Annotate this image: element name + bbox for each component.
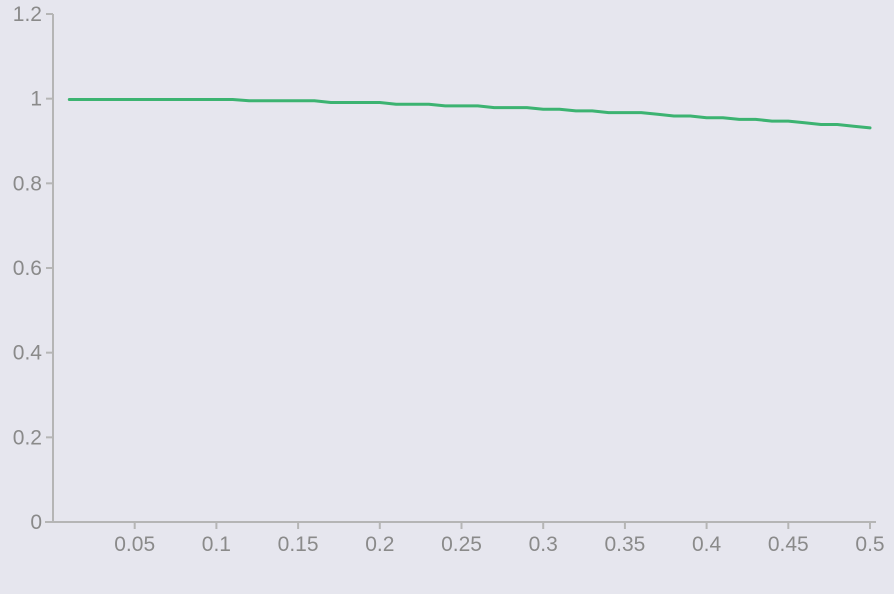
x-tick-label: 0.05 [114, 533, 155, 556]
x-tick-label: 0.2 [365, 533, 394, 556]
x-tick-label: 0.15 [278, 533, 319, 556]
x-tick-label: 0.25 [441, 533, 482, 556]
y-tick-label: 0 [30, 511, 42, 534]
tick-labels: 0 0.2 0.4 0.6 0.8 1 1.2 0.05 0.1 0.15 0.2 0.25 0.3 0.… [13, 3, 885, 556]
x-tick-label: 0.1 [202, 533, 231, 556]
x-tick-label: 0.45 [768, 533, 809, 556]
series-line-0 [67, 98, 872, 130]
axes [45, 13, 876, 529]
y-tick-label: 1.2 [13, 3, 42, 26]
series-layer [67, 98, 872, 130]
x-tick-label: 0.35 [604, 533, 645, 556]
x-tick-label: 0.3 [529, 533, 558, 556]
y-tick-label: 0.8 [13, 172, 42, 195]
y-tick-label: 0.6 [13, 257, 42, 280]
y-tick-label: 1 [30, 88, 42, 111]
x-tick-label: 0.4 [692, 533, 722, 556]
y-tick-label: 0.2 [13, 426, 42, 449]
y-tick-label: 0.4 [13, 342, 43, 365]
x-tick-label: 0.5 [855, 533, 884, 556]
